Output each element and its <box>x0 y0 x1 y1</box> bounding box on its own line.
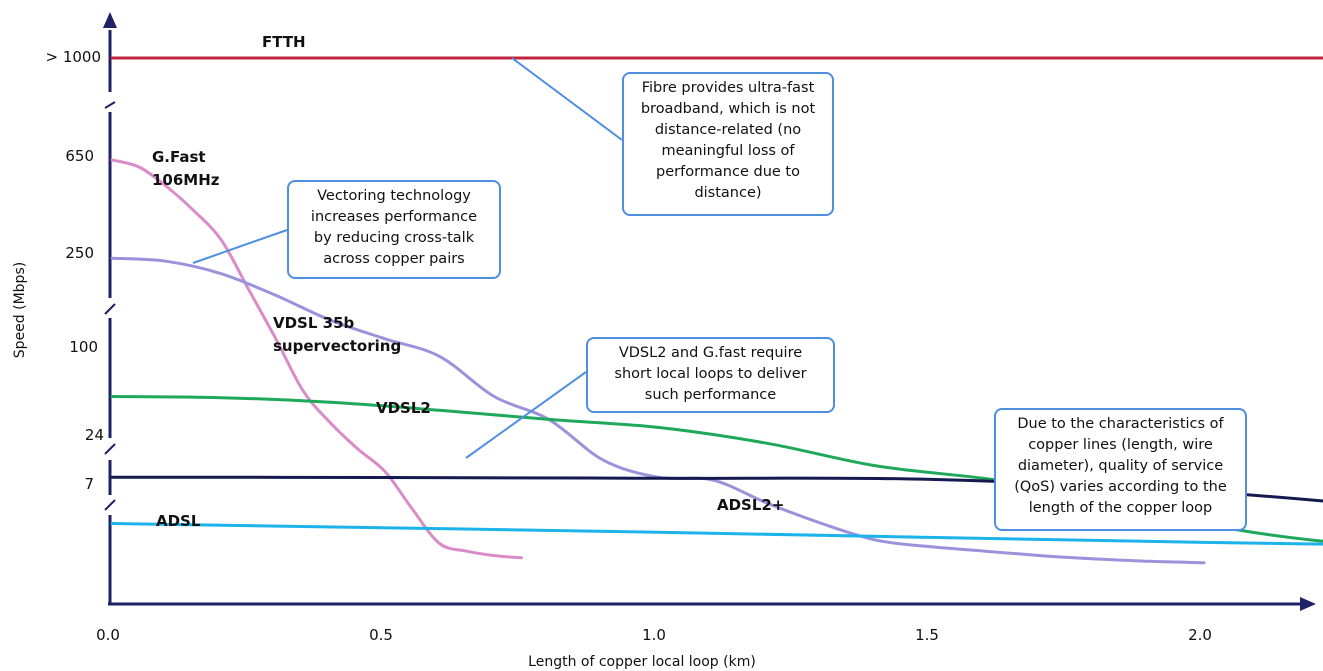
x-tick-label: 1.5 <box>915 626 939 644</box>
series-label: FTTH <box>262 33 306 51</box>
y-axis-arrow <box>103 12 117 28</box>
callout-line: broadband, which is not <box>640 101 816 117</box>
axis-break-mark <box>104 499 116 511</box>
callout-qos: Due to the characteristics of copper line… <box>994 408 1247 531</box>
callout-short-loops: VDSL2 and G.fast require short local loop… <box>586 337 835 413</box>
y-tick-label: 250 <box>65 244 94 262</box>
callout-line: diameter), quality of service <box>1017 458 1224 474</box>
callout-line: (QoS) varies according to the <box>1014 479 1227 495</box>
axis-break-mark <box>104 443 116 455</box>
y-tick-label: 24 <box>85 426 104 444</box>
x-tick-label: 0.0 <box>96 626 120 644</box>
series-label: VDSL 35b <box>273 314 355 332</box>
y-axis-title: Speed (Mbps) <box>12 262 28 358</box>
x-tick-label: 0.5 <box>369 626 393 644</box>
callout-leader <box>192 229 288 264</box>
series-line-vdsl2 <box>110 395 1323 543</box>
callout-line: copper lines (length, wire <box>1028 437 1213 453</box>
series-label: ADSL <box>156 512 201 530</box>
x-axis-arrow <box>1300 597 1316 611</box>
callout-leader <box>465 371 587 459</box>
x-tick-label: 2.0 <box>1188 626 1212 644</box>
callout-line: meaningful loss of <box>661 143 795 159</box>
callout-line: Due to the characteristics of <box>1017 416 1224 432</box>
callout-line: distance-related (no <box>654 122 802 138</box>
callout-line: across copper pairs <box>323 251 465 267</box>
callout-line: length of the copper loop <box>1028 500 1213 516</box>
series-line-adsl <box>110 522 1323 546</box>
callout-line: short local loops to deliver <box>614 366 807 382</box>
callout-line: performance due to <box>656 164 800 180</box>
axis-break-mark <box>104 101 116 109</box>
callout-leader <box>511 57 623 141</box>
series-label: ADSL2+ <box>717 496 784 514</box>
callout-line: increases performance <box>310 209 478 225</box>
y-tick-label: 650 <box>65 147 94 165</box>
series-label: supervectoring <box>273 337 401 355</box>
y-tick-label: 100 <box>69 338 98 356</box>
axes: 0.00.51.01.52.02.53.03.54.0> 10006502501… <box>12 12 1316 670</box>
x-axis-title: Length of copper local loop (km) <box>528 654 756 670</box>
callout-line: by reducing cross-talk <box>313 230 475 246</box>
labels: FTTH G.Fast 106MHz VDSL 35b supervectoring VD… <box>152 33 784 530</box>
callout-line: such performance <box>644 387 777 403</box>
axis-break-mark <box>104 303 116 315</box>
callout-vectoring: Vectoring technology increases performanc… <box>287 180 501 279</box>
series-label: VDSL2 <box>376 399 431 417</box>
callout-line: VDSL2 and G.fast require <box>618 345 803 361</box>
callout-line: Fibre provides ultra-fast <box>641 80 815 96</box>
series-label: 106MHz <box>152 171 220 189</box>
callout-fibre: Fibre provides ultra-fast broadband, whic… <box>622 72 834 216</box>
series-line-g-fast-106mhz <box>110 158 523 560</box>
x-tick-label: 1.0 <box>642 626 666 644</box>
y-tick-label: > 1000 <box>45 48 101 66</box>
y-tick-label: 7 <box>84 475 94 493</box>
callout-line: Vectoring technology <box>317 188 471 204</box>
callout-leaders <box>192 57 623 459</box>
callout-line: distance) <box>694 185 762 201</box>
series-label: G.Fast <box>152 148 206 166</box>
